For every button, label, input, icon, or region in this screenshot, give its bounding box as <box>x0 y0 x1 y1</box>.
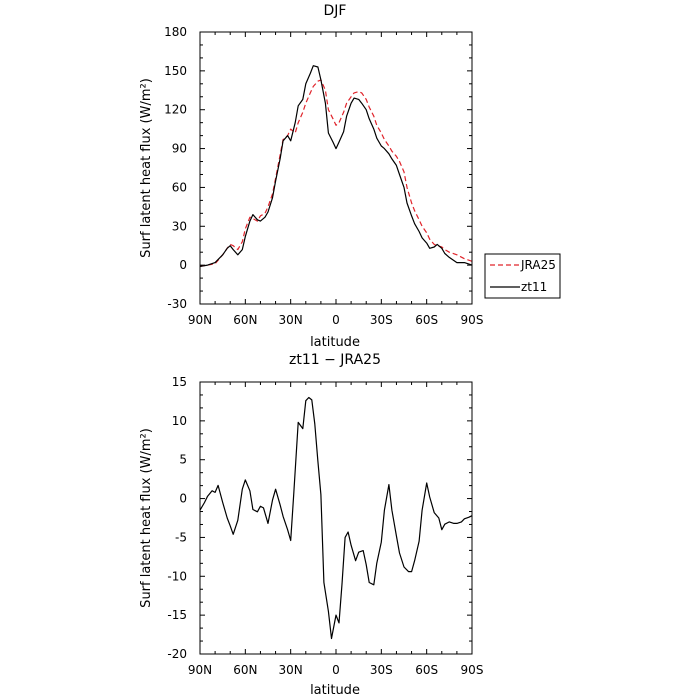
top-x-tick-label: 60S <box>415 313 438 327</box>
top-y-tick-label: 30 <box>172 219 187 233</box>
top-x-tick-label: 30S <box>370 313 393 327</box>
bottom-chart-frame <box>199 381 473 655</box>
legend-box <box>484 253 561 299</box>
bottom-x-tick-label: 90S <box>461 663 484 677</box>
top-x-tick-label: 90S <box>461 313 484 327</box>
top-x-tick-label: 30N <box>279 313 303 327</box>
legend-label-zt11: zt11 <box>521 280 547 294</box>
bottom-y-tick-label: 10 <box>172 414 187 428</box>
bottom-series-line-0 <box>199 396 473 640</box>
bottom-x-tick-label: 90N <box>188 663 212 677</box>
top-chart-series <box>199 65 473 267</box>
bottom-y-tick-label: 0 <box>179 492 187 506</box>
top-chart-y-tick-labels: -30 0 30 60 90 120 150 180 <box>164 25 187 311</box>
bottom-y-tick-label: -10 <box>167 569 187 583</box>
legend-label-jra25: JRA25 <box>520 258 556 272</box>
bottom-chart-ticks <box>199 381 473 655</box>
bottom-x-tick-label: 60S <box>415 663 438 677</box>
top-series-line-jra25 <box>199 79 473 267</box>
bottom-chart-y-axis-title: Surf latent heat flux (W/m²) <box>139 428 154 608</box>
bottom-y-tick-label: 15 <box>172 375 187 389</box>
top-y-tick-label: 150 <box>164 64 187 78</box>
bottom-chart-y-tick-labels: -20 -15 -10 -5 0 5 10 15 <box>167 375 187 661</box>
bottom-chart-title: zt11 − JRA25 <box>289 352 381 368</box>
top-y-tick-label: 60 <box>172 180 187 194</box>
top-y-tick-label: -30 <box>167 297 187 311</box>
bottom-chart-x-tick-labels: 90N 60N 30N 0 30S 60S 90S <box>188 663 484 677</box>
bottom-x-tick-label: 0 <box>332 663 340 677</box>
legend: JRA25 zt11 <box>484 253 561 299</box>
top-chart: DJF 90N 60N 30N 0 30S 60S 90S -30 0 30 60 90 120 150… <box>139 3 483 350</box>
bottom-chart-series <box>199 396 473 640</box>
bottom-x-tick-label: 30S <box>370 663 393 677</box>
top-x-tick-label: 60N <box>233 313 257 327</box>
top-x-tick-label: 90N <box>188 313 212 327</box>
top-series-line-zt11 <box>199 65 473 267</box>
top-y-tick-label: 0 <box>179 258 187 272</box>
top-chart-x-axis-title: latitude <box>310 335 360 350</box>
top-y-tick-label: 90 <box>172 142 187 156</box>
bottom-y-tick-label: 5 <box>179 453 187 467</box>
bottom-x-tick-label: 60N <box>233 663 257 677</box>
bottom-chart: zt11 − JRA25 90N 60N 30N 0 30S 60S 90S -20-15-… <box>139 352 483 698</box>
top-y-tick-label: 180 <box>164 25 187 39</box>
top-y-tick-label: 120 <box>164 103 187 117</box>
bottom-y-tick-label: -15 <box>167 608 187 622</box>
bottom-y-tick-label: -20 <box>167 647 187 661</box>
top-chart-ticks <box>199 31 473 305</box>
bottom-chart-x-axis-title: latitude <box>310 683 360 698</box>
bottom-y-tick-label: -5 <box>175 530 187 544</box>
top-x-tick-label: 0 <box>332 313 340 327</box>
top-chart-title: DJF <box>324 3 347 19</box>
bottom-x-tick-label: 30N <box>279 663 303 677</box>
top-chart-x-tick-labels: 90N 60N 30N 0 30S 60S 90S <box>188 313 484 327</box>
top-chart-frame <box>199 31 473 305</box>
top-chart-y-axis-title: Surf latent heat flux (W/m²) <box>139 78 154 258</box>
